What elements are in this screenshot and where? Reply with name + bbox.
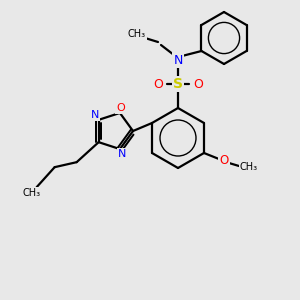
Text: N: N bbox=[173, 53, 183, 67]
Text: O: O bbox=[153, 77, 163, 91]
Text: CH₃: CH₃ bbox=[240, 162, 258, 172]
Text: O: O bbox=[193, 77, 203, 91]
Text: N: N bbox=[118, 149, 126, 159]
Text: N: N bbox=[91, 110, 99, 120]
Text: CH₃: CH₃ bbox=[128, 29, 146, 39]
Text: S: S bbox=[173, 77, 183, 91]
Text: O: O bbox=[116, 103, 125, 113]
Text: O: O bbox=[219, 154, 229, 167]
Text: CH₃: CH₃ bbox=[22, 188, 41, 198]
